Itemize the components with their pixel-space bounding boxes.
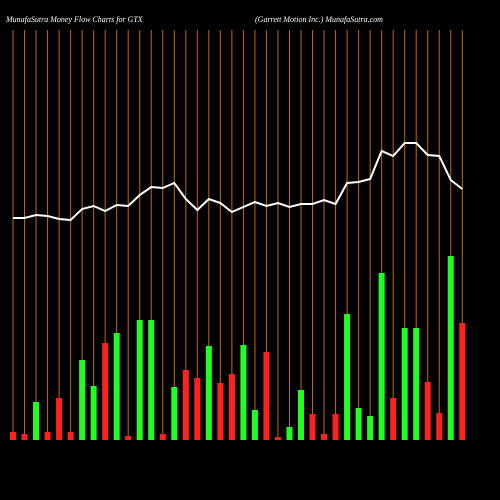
bar (148, 320, 155, 440)
bar (332, 414, 339, 440)
bar (459, 323, 466, 440)
bar (424, 382, 431, 440)
bar (79, 360, 86, 440)
bar (33, 402, 40, 440)
bar (44, 432, 51, 440)
bar (56, 398, 63, 440)
bar (286, 427, 293, 440)
bar (205, 346, 212, 440)
bar (182, 370, 189, 440)
bar (274, 437, 281, 440)
bar (10, 432, 16, 440)
bar (298, 390, 304, 440)
bar (228, 374, 235, 440)
bar (436, 413, 443, 440)
bar (401, 328, 408, 440)
bar (136, 320, 143, 440)
bar (240, 345, 247, 440)
bar (321, 434, 328, 440)
bar (390, 398, 397, 440)
bar (367, 416, 374, 440)
bar (413, 328, 420, 440)
bar (251, 410, 258, 440)
bar (67, 432, 74, 440)
bar (113, 333, 120, 440)
bar (125, 436, 132, 440)
bar (263, 352, 270, 440)
chart-title: MunafaSutra Money Flow Charts for GTX (5, 15, 144, 24)
bar (102, 343, 109, 440)
bar (447, 256, 454, 440)
bar (309, 414, 316, 440)
bar (21, 434, 28, 440)
bar (355, 408, 362, 440)
bar (378, 273, 385, 440)
bar (159, 434, 166, 440)
bar (344, 314, 351, 440)
bar (171, 387, 178, 440)
bar (90, 386, 97, 440)
chart-subtitle: (Garrett Motion Inc.) MunafaSutra.com (255, 15, 383, 24)
bar (194, 378, 201, 440)
bar (217, 383, 224, 440)
money-flow-line (13, 142, 463, 222)
